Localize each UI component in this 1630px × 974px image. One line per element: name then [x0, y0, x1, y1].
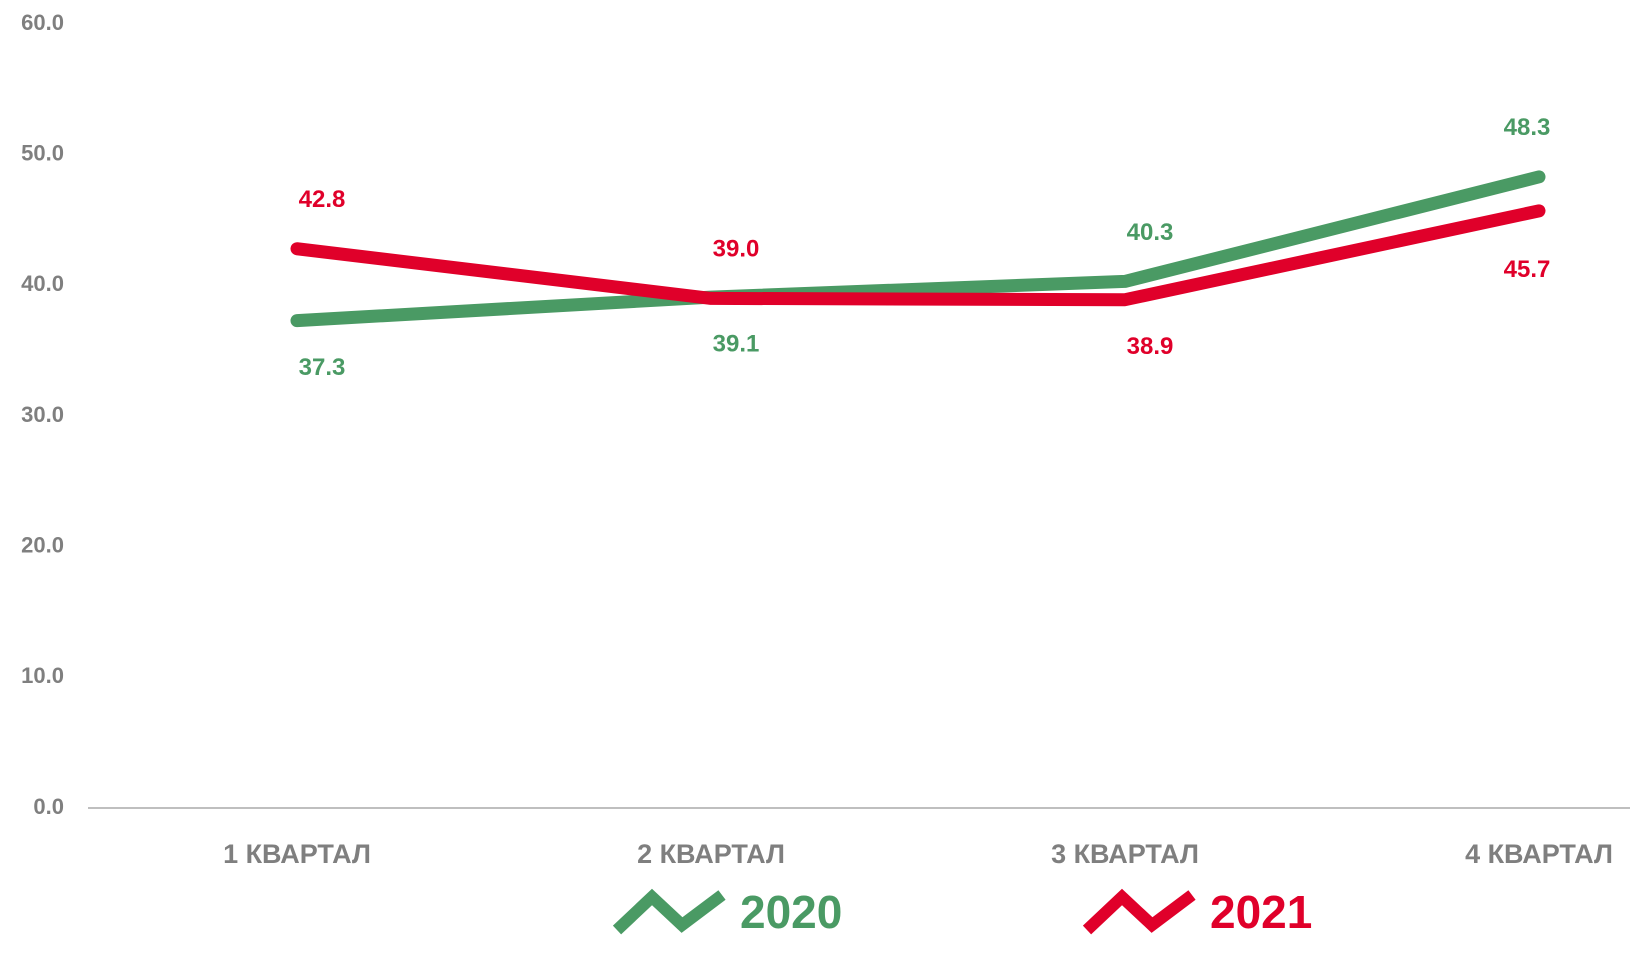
legend-icon [1082, 888, 1196, 935]
x-tick-label: 3 КВАРТАЛ [1051, 839, 1199, 869]
line-series [290, 204, 1546, 307]
y-tick-label: 10.0 [21, 663, 64, 688]
legend-label: 2020 [740, 886, 842, 938]
data-label: 48.3 [1504, 114, 1551, 141]
y-tick-label: 20.0 [21, 532, 64, 557]
legend-icon [612, 888, 726, 935]
data-label: 39.0 [713, 236, 760, 263]
x-tick-label: 4 КВАРТАЛ [1465, 839, 1613, 869]
data-label: 45.7 [1504, 256, 1551, 283]
data-label: 39.1 [713, 330, 760, 357]
y-tick-label: 30.0 [21, 402, 64, 427]
line-series [290, 170, 1546, 328]
data-label: 38.9 [1127, 333, 1174, 360]
x-tick-label: 2 КВАРТАЛ [637, 839, 785, 869]
data-label: 40.3 [1127, 219, 1174, 246]
legend-label: 2021 [1210, 886, 1312, 938]
y-tick-label: 60.0 [21, 10, 64, 35]
y-tick-label: 0.0 [33, 794, 64, 819]
data-label: 37.3 [299, 354, 346, 381]
y-tick-label: 50.0 [21, 140, 64, 165]
data-label: 42.8 [299, 186, 346, 213]
y-tick-label: 40.0 [21, 271, 64, 296]
x-tick-label: 1 КВАРТАЛ [223, 839, 371, 869]
